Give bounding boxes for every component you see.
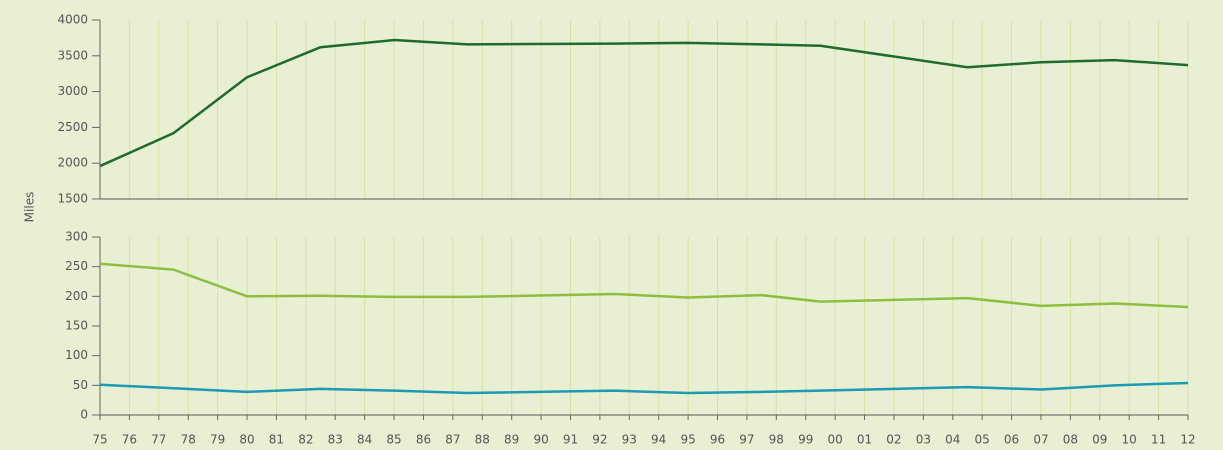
x-tick-label: 11 — [1151, 433, 1166, 447]
x-tick-label: 81 — [269, 433, 284, 447]
x-tick-label: 84 — [357, 433, 372, 447]
x-tick-label: 08 — [1063, 433, 1078, 447]
x-tick-label: 87 — [445, 433, 460, 447]
x-tick-label: 77 — [151, 433, 166, 447]
x-tick-label: 98 — [769, 433, 784, 447]
x-tick-label: 96 — [710, 433, 725, 447]
x-tick-label: 05 — [975, 433, 990, 447]
x-tick-label: 90 — [533, 433, 548, 447]
x-tick-label: 95 — [680, 433, 695, 447]
y-tick-label: 150 — [65, 319, 88, 333]
y-axis-label: Miles — [23, 192, 37, 223]
x-tick-label: 85 — [386, 433, 401, 447]
y-tick-label: 4000 — [57, 13, 88, 27]
x-tick-label: 01 — [857, 433, 872, 447]
x-tick-label: 99 — [798, 433, 813, 447]
x-tick-label: 09 — [1092, 433, 1107, 447]
y-tick-label: 1500 — [57, 192, 88, 206]
x-tick-label: 06 — [1004, 433, 1019, 447]
x-tick-label: 88 — [475, 433, 490, 447]
line-series — [99, 262, 1189, 309]
x-tick-label: 00 — [827, 433, 842, 447]
y-tick-label: 100 — [65, 348, 88, 362]
y-tick-label: 0 — [80, 408, 88, 422]
line-series — [99, 381, 1189, 395]
x-tick-label: 80 — [239, 433, 254, 447]
x-tick-label: 03 — [916, 433, 931, 447]
y-tick-label: 300 — [65, 230, 88, 244]
x-tick-label: 02 — [886, 433, 901, 447]
y-tick-label: 50 — [73, 378, 88, 392]
y-tick-label: 2000 — [57, 156, 88, 170]
y-tick-label: 2500 — [57, 120, 88, 134]
x-tick-label: 89 — [504, 433, 519, 447]
x-tick-label: 97 — [739, 433, 754, 447]
x-tick-label: 75 — [92, 433, 107, 447]
y-tick-label: 3000 — [57, 84, 88, 98]
x-tick-label: 76 — [122, 433, 137, 447]
x-tick-label: 91 — [563, 433, 578, 447]
x-tick-label: 04 — [945, 433, 960, 447]
x-tick-label: 78 — [181, 433, 196, 447]
x-tick-label: 07 — [1033, 433, 1048, 447]
x-tick-label: 92 — [592, 433, 607, 447]
x-tick-label: 12 — [1180, 433, 1195, 447]
y-tick-label: 200 — [65, 289, 88, 303]
x-tick-label: 86 — [416, 433, 431, 447]
line-series — [99, 38, 1189, 168]
y-tick-label: 3500 — [57, 48, 88, 62]
x-tick-label: 94 — [651, 433, 666, 447]
x-tick-label: 93 — [622, 433, 637, 447]
x-tick-label: 82 — [298, 433, 313, 447]
x-tick-label: 79 — [210, 433, 225, 447]
y-tick-label: 250 — [65, 259, 88, 273]
x-tick-label: 10 — [1122, 433, 1137, 447]
x-tick-label: 83 — [328, 433, 343, 447]
